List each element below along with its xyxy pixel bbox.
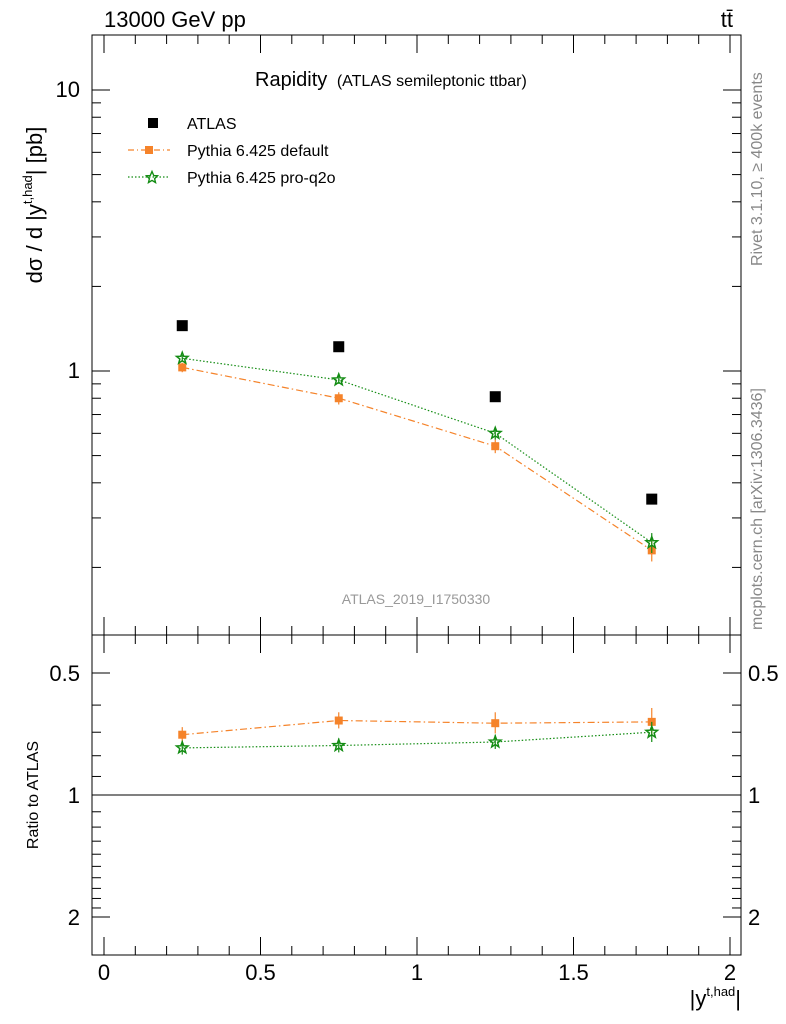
main-point-pythia-6-425-pro-q2o xyxy=(487,425,503,440)
ratio-point-pythia-6-425-pro-q2o xyxy=(644,724,660,739)
mcplots-label: mcplots.cern.ch [arXiv:1306.3436] xyxy=(749,388,766,630)
main-y-axis-label: dσ / d |yt,had| [pb] xyxy=(20,127,47,284)
x-tick-label: 1 xyxy=(411,960,423,985)
process-label: tt̄ xyxy=(721,7,733,32)
ratio-y-tick-label-left: 2 xyxy=(68,905,80,930)
ratio-point-pythia-6-425-pro-q2o xyxy=(487,733,503,749)
legend: ATLAS Pythia 6.425 default Pythia 6.425 … xyxy=(128,116,336,187)
main-point-pythia-6-425-pro-q2o xyxy=(331,371,347,387)
x-axis-label: |yt,had| xyxy=(690,984,741,1011)
ratio-tick-layer: 0.5 0.5 1 1 2 2 0 0.5 1 1.5 2 xyxy=(49,635,779,985)
legend-label-default: Pythia 6.425 default xyxy=(187,143,329,160)
legend-label-q2o: Pythia 6.425 pro-q2o xyxy=(187,170,336,187)
main-y-tick-label: 1 xyxy=(68,358,80,383)
x-tick-label: 0.5 xyxy=(245,960,276,985)
ratio-y-tick-label-right: 1 xyxy=(748,783,760,808)
ratio-point-pythia-6-425-pro-q2o xyxy=(330,737,347,753)
x-tick-label: 0 xyxy=(98,960,110,985)
main-point-atlas xyxy=(646,493,658,505)
ratio-point-pythia-6-425-pro-q2o xyxy=(174,739,190,755)
legend-marker-atlas xyxy=(148,118,158,128)
energy-label: 13000 GeV pp xyxy=(104,7,246,32)
ratio-y-tick-label-left: 0.5 xyxy=(49,661,80,686)
main-point-pythia-6-425-default xyxy=(334,394,343,403)
main-point-atlas xyxy=(489,391,501,403)
rivet-version-label: Rivet 3.1.10, ≥ 400k events xyxy=(749,72,766,266)
x-tick-label: 2 xyxy=(724,960,736,985)
ratio-point-pythia-6-425-default xyxy=(178,730,187,739)
main-mark-layer xyxy=(174,320,660,562)
ratio-line-pythia-6-425-default xyxy=(182,719,652,736)
ratio-y-tick-label-right: 2 xyxy=(748,905,760,930)
ratio-panel: Ratio to ATLAS 0.5 0.5 1 1 2 2 0 0.5 1 1.5 2 |yt,h… xyxy=(25,634,779,1011)
ratio-frame xyxy=(91,634,742,956)
main-point-pythia-6-425-pro-q2o xyxy=(643,534,660,550)
ratio-y-axis-label: Ratio to ATLAS xyxy=(25,741,42,849)
main-point-pythia-6-425-pro-q2o xyxy=(174,350,191,365)
main-point-atlas xyxy=(333,341,345,353)
main-line-pythia-6-425-default xyxy=(182,366,653,551)
main-line-pythia-6-425-pro-q2o xyxy=(182,357,653,544)
ratio-point-pythia-6-425-default xyxy=(491,719,500,728)
main-panel: Rapidity (ATLAS semileptonic ttbar) ATLA… xyxy=(20,34,742,636)
watermark-label: ATLAS_2019_I1750330 xyxy=(342,591,491,607)
main-y-tick-label: 10 xyxy=(56,77,80,102)
main-point-pythia-6-425-default xyxy=(178,363,187,372)
main-point-pythia-6-425-default xyxy=(491,442,500,451)
ratio-y-tick-label-left: 1 xyxy=(68,783,80,808)
ratio-mark-layer xyxy=(174,707,660,755)
main-line-layer xyxy=(182,357,653,551)
main-tick-layer: 1 10 xyxy=(56,35,741,635)
main-title: Rapidity (ATLAS semileptonic ttbar) xyxy=(255,69,527,91)
main-point-atlas xyxy=(176,320,188,332)
legend-marker-default xyxy=(145,146,153,154)
ratio-point-pythia-6-425-default xyxy=(334,716,343,725)
ratio-line-pythia-6-425-pro-q2o xyxy=(182,731,652,749)
ratio-line-layer xyxy=(182,719,652,749)
x-tick-label: 1.5 xyxy=(558,960,589,985)
legend-label-atlas: ATLAS xyxy=(187,116,237,133)
ratio-y-tick-label-right: 0.5 xyxy=(748,661,779,686)
legend-marker-q2o xyxy=(144,169,160,184)
